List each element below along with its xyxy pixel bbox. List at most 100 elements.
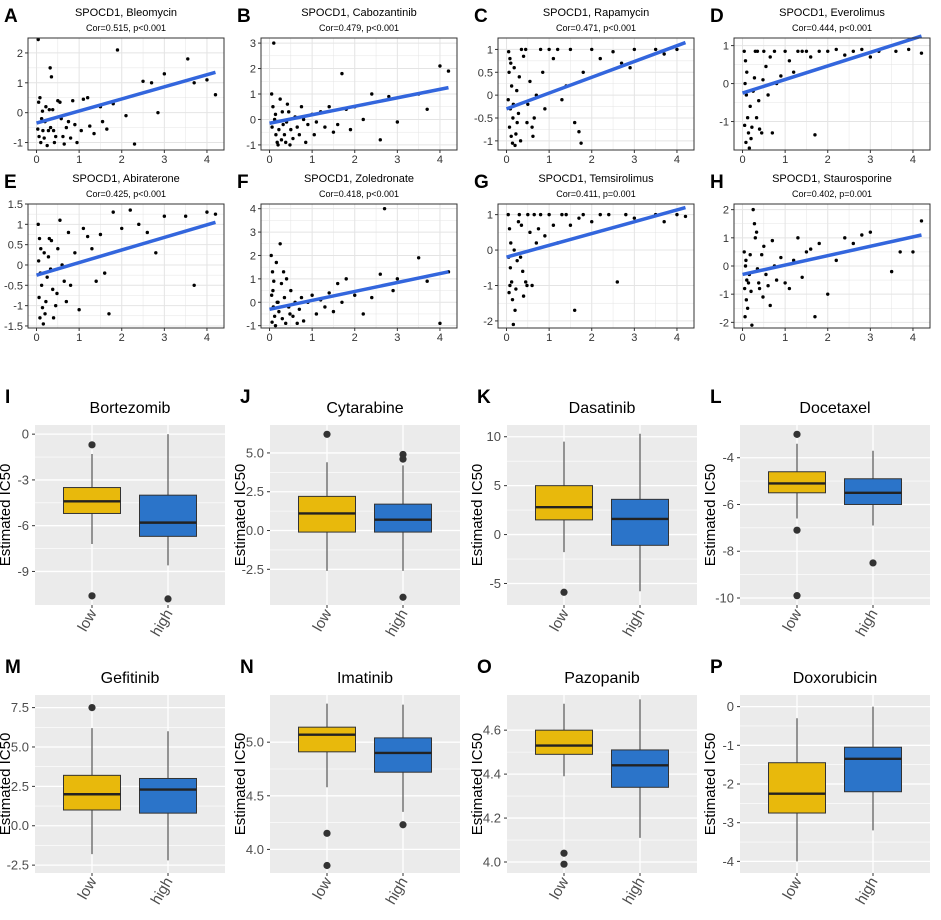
data-point — [510, 297, 515, 302]
x-tick-label: 0 — [33, 332, 39, 344]
data-point — [272, 314, 277, 319]
data-point — [568, 47, 573, 52]
data-point — [507, 125, 512, 129]
data-point — [107, 312, 111, 316]
data-point — [843, 236, 847, 240]
plot-background — [498, 38, 694, 150]
y-tick-label: 4.4 — [483, 767, 501, 782]
panel-subtitle: Cor=0.471, p<0.001 — [556, 23, 636, 33]
data-point — [55, 291, 59, 296]
data-point — [800, 49, 804, 53]
data-point — [370, 295, 374, 300]
y-tick-label: -2 — [719, 317, 729, 329]
y-tick-label: -1 — [483, 280, 493, 292]
outlier-point — [323, 861, 331, 870]
data-point — [770, 131, 775, 135]
data-point — [528, 79, 532, 84]
data-point — [766, 284, 770, 288]
scatter-panel-c: 0 1 2 3 4 -1 -0.5 0 0.5 1 SPOCD1, Rapamycin Cor=0.4… — [474, 6, 695, 166]
panel-title: SPOCD1, Abiraterone — [72, 173, 180, 185]
y-tick-label: -0.5 — [474, 113, 493, 125]
x-tick-label: 0 — [33, 154, 39, 166]
y-tick-label: -3 — [722, 815, 734, 830]
x-tick-label: 0 — [739, 154, 745, 166]
y-tick-label: -3 — [17, 472, 29, 487]
data-point — [272, 279, 276, 283]
y-tick-label: 0 — [22, 427, 29, 442]
panel-title: SPOCD1, Bleomycin — [75, 7, 177, 19]
x-tick-label: 4 — [674, 332, 680, 344]
data-point — [817, 49, 821, 53]
data-point — [572, 120, 577, 125]
data-point — [519, 47, 524, 52]
data-point — [744, 140, 748, 145]
y-tick-label: 0 — [727, 699, 734, 714]
data-point — [757, 281, 761, 285]
x-tick-label: 1 — [546, 154, 552, 166]
panel-letter: D — [710, 6, 724, 27]
data-point — [745, 70, 749, 74]
panel-letter: N — [240, 657, 254, 678]
data-point — [521, 269, 525, 274]
data-point — [541, 70, 545, 74]
data-point — [48, 125, 53, 130]
data-point — [331, 309, 336, 314]
data-point — [391, 288, 395, 293]
data-point — [511, 322, 516, 327]
plot-background — [28, 38, 224, 150]
data-point — [37, 295, 41, 300]
data-point — [344, 277, 348, 281]
data-point — [774, 278, 779, 282]
data-point — [288, 312, 292, 316]
x-tick-label: 1 — [782, 154, 788, 166]
data-point — [71, 99, 75, 103]
box-high — [374, 737, 432, 773]
y-tick-label: 1 — [17, 219, 23, 231]
data-point — [906, 47, 911, 52]
data-point — [817, 241, 821, 246]
data-point — [425, 279, 429, 283]
y-tick-label: 0 — [17, 108, 23, 120]
y-axis-label: Estimated IC50 — [702, 464, 719, 567]
data-point — [744, 258, 748, 263]
data-point — [826, 49, 830, 53]
data-point — [507, 227, 512, 231]
data-point — [525, 283, 529, 288]
data-point — [551, 223, 556, 227]
data-point — [45, 275, 49, 279]
data-point — [507, 70, 511, 74]
y-tick-label: -2.5 — [7, 858, 29, 873]
data-point — [85, 96, 90, 100]
data-point — [615, 280, 620, 284]
data-point — [49, 75, 54, 79]
data-point — [526, 102, 530, 106]
data-point — [512, 248, 516, 252]
data-point — [47, 236, 52, 241]
panel-title: Gefitinib — [101, 670, 160, 687]
data-point — [278, 242, 282, 246]
data-point — [299, 295, 304, 300]
outlier-point — [323, 430, 331, 438]
outlier-point — [869, 559, 877, 567]
data-point — [745, 278, 749, 282]
data-point — [269, 253, 273, 258]
data-point — [111, 210, 115, 214]
panel-subtitle: Cor=0.425, p<0.001 — [86, 189, 166, 199]
boxplot-panel-j: 5.0 2.5 0.0 -2.5 low high Cytarabine Estimated … — [232, 387, 460, 640]
y-axis-label: Estimated IC50 — [469, 733, 486, 836]
data-point — [323, 125, 327, 129]
data-point — [289, 127, 293, 132]
data-point — [796, 236, 800, 240]
data-point — [301, 319, 306, 323]
y-tick-label: 0.5 — [8, 240, 23, 252]
y-tick-label: 2 — [250, 64, 256, 76]
data-point — [514, 287, 518, 291]
data-point — [66, 230, 71, 235]
data-point — [762, 244, 766, 248]
scatter-panel-e: 0 1 2 3 4 -1.5 -1 -0.5 0 0.5 1 1.5 SPOCD1, Abiratero… — [4, 172, 225, 344]
x-tick-label: 0 — [503, 332, 509, 344]
data-point — [808, 55, 813, 59]
data-point — [752, 76, 757, 80]
x-tick-label: high — [853, 875, 882, 908]
data-point — [98, 232, 103, 237]
